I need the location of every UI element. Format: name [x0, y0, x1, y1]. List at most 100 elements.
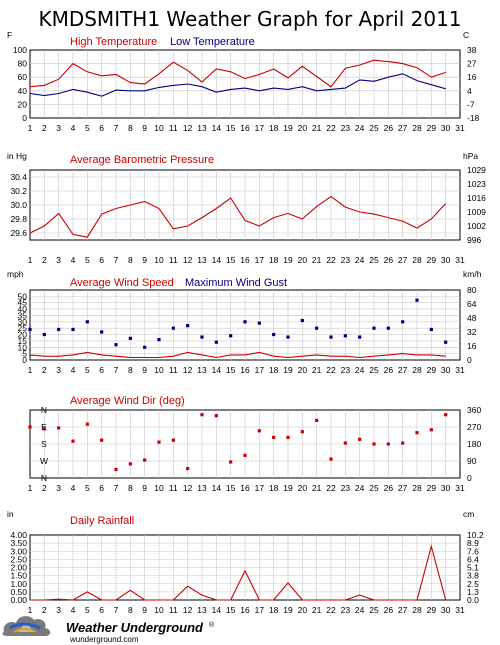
x-tick-label: 17	[255, 483, 265, 493]
right-tick-label: -18	[467, 113, 480, 123]
data-point	[372, 442, 376, 446]
x-tick-label: 15	[226, 255, 236, 265]
data-point	[85, 320, 89, 324]
x-tick-label: 20	[298, 365, 308, 375]
right-tick-label: 48	[467, 313, 477, 323]
x-tick-label: 28	[412, 483, 422, 493]
x-tick-label: 28	[412, 255, 422, 265]
left-tick-label: 30.2	[10, 186, 27, 196]
left-tick-label: 40	[18, 86, 28, 96]
x-tick-label: 8	[128, 123, 133, 133]
data-point	[100, 438, 104, 442]
x-tick-label: 4	[71, 123, 76, 133]
x-tick-label: 21	[312, 605, 322, 615]
x-tick-label: 25	[369, 483, 379, 493]
x-tick-label: 26	[384, 255, 394, 265]
data-point	[257, 429, 261, 433]
left-axis-unit: F	[7, 30, 12, 40]
x-tick-label: 21	[312, 483, 322, 493]
weather-underground-logo: Weather Underground ® wunderground.com	[2, 616, 215, 644]
x-tick-label: 28	[412, 605, 422, 615]
data-point	[57, 426, 61, 430]
x-tick-label: 27	[398, 255, 408, 265]
left-tick-label: 30.4	[10, 172, 27, 182]
x-tick-label: 22	[326, 365, 336, 375]
right-tick-label: 0	[467, 473, 472, 483]
right-tick-label: 3.8	[467, 571, 479, 581]
x-tick-label: 28	[412, 365, 422, 375]
x-tick-label: 20	[298, 605, 308, 615]
x-tick-label: 31	[455, 365, 465, 375]
x-tick-label: 27	[398, 123, 408, 133]
data-point	[329, 335, 333, 339]
x-tick-label: 12	[183, 483, 193, 493]
x-tick-label: 24	[355, 255, 365, 265]
left-tick-label: 100	[13, 45, 27, 55]
legend-entry: Average Wind Speed	[70, 277, 174, 289]
data-point	[358, 335, 362, 339]
x-tick-label: 22	[326, 483, 336, 493]
x-tick-label: 7	[114, 365, 119, 375]
x-tick-label: 11	[169, 255, 178, 265]
x-tick-label: 18	[269, 123, 279, 133]
data-point	[71, 439, 75, 443]
right-tick-label: 1023	[467, 179, 486, 189]
left-tick-label: 1.50	[10, 571, 27, 581]
x-tick-label: 10	[154, 483, 164, 493]
x-tick-label: 18	[269, 365, 279, 375]
left-tick-label: 29.6	[10, 228, 27, 238]
x-tick-label: 8	[128, 483, 133, 493]
x-tick-label: 3	[56, 483, 61, 493]
data-point	[329, 457, 333, 461]
x-tick-label: 22	[326, 255, 336, 265]
right-tick-label: 10.2	[467, 530, 484, 540]
right-tick-label: 4	[467, 86, 472, 96]
data-point	[343, 334, 347, 338]
right-tick-label: 8.9	[467, 538, 479, 548]
x-tick-label: 4	[71, 365, 76, 375]
data-point	[214, 340, 218, 344]
right-tick-label: 996	[467, 235, 481, 245]
data-point	[257, 321, 261, 325]
x-tick-label: 3	[56, 605, 61, 615]
right-tick-label: 180	[467, 439, 481, 449]
data-point	[143, 345, 147, 349]
x-tick-label: 27	[398, 483, 408, 493]
x-tick-label: 11	[169, 365, 178, 375]
left-tick-label: 5	[22, 349, 27, 359]
x-tick-label: 23	[341, 605, 351, 615]
x-tick-label: 20	[298, 255, 308, 265]
data-point	[444, 413, 448, 417]
x-tick-label: 18	[269, 483, 279, 493]
right-axis-unit: km/h	[463, 269, 482, 279]
left-tick-label: 2.50	[10, 554, 27, 564]
left-tick-label: 30	[18, 317, 28, 327]
x-tick-label: 26	[384, 123, 394, 133]
right-tick-label: 1002	[467, 221, 486, 231]
right-tick-label: 16	[467, 341, 477, 351]
right-tick-label: 0	[467, 355, 472, 365]
x-tick-label: 8	[128, 365, 133, 375]
right-tick-label: 1016	[467, 193, 486, 203]
data-point	[386, 442, 390, 446]
x-tick-label: 11	[169, 483, 178, 493]
x-tick-label: 8	[128, 255, 133, 265]
x-tick-label: 30	[441, 123, 451, 133]
left-tick-label: 15	[18, 336, 28, 346]
right-axis-unit: C	[463, 30, 469, 40]
x-tick-label: 24	[355, 483, 365, 493]
x-tick-label: 16	[240, 123, 250, 133]
x-tick-label: 9	[142, 365, 147, 375]
left-tick-label: E	[41, 422, 47, 432]
x-tick-label: 13	[197, 255, 207, 265]
cloud-icon	[2, 616, 51, 636]
x-tick-label: 26	[384, 605, 394, 615]
left-tick-label: 25	[18, 323, 28, 333]
data-point	[214, 414, 218, 418]
x-tick-label: 12	[183, 365, 193, 375]
data-point	[100, 330, 104, 334]
data-point	[114, 343, 118, 347]
x-tick-label: 19	[283, 483, 293, 493]
x-tick-label: 28	[412, 123, 422, 133]
x-tick-label: 7	[114, 123, 119, 133]
